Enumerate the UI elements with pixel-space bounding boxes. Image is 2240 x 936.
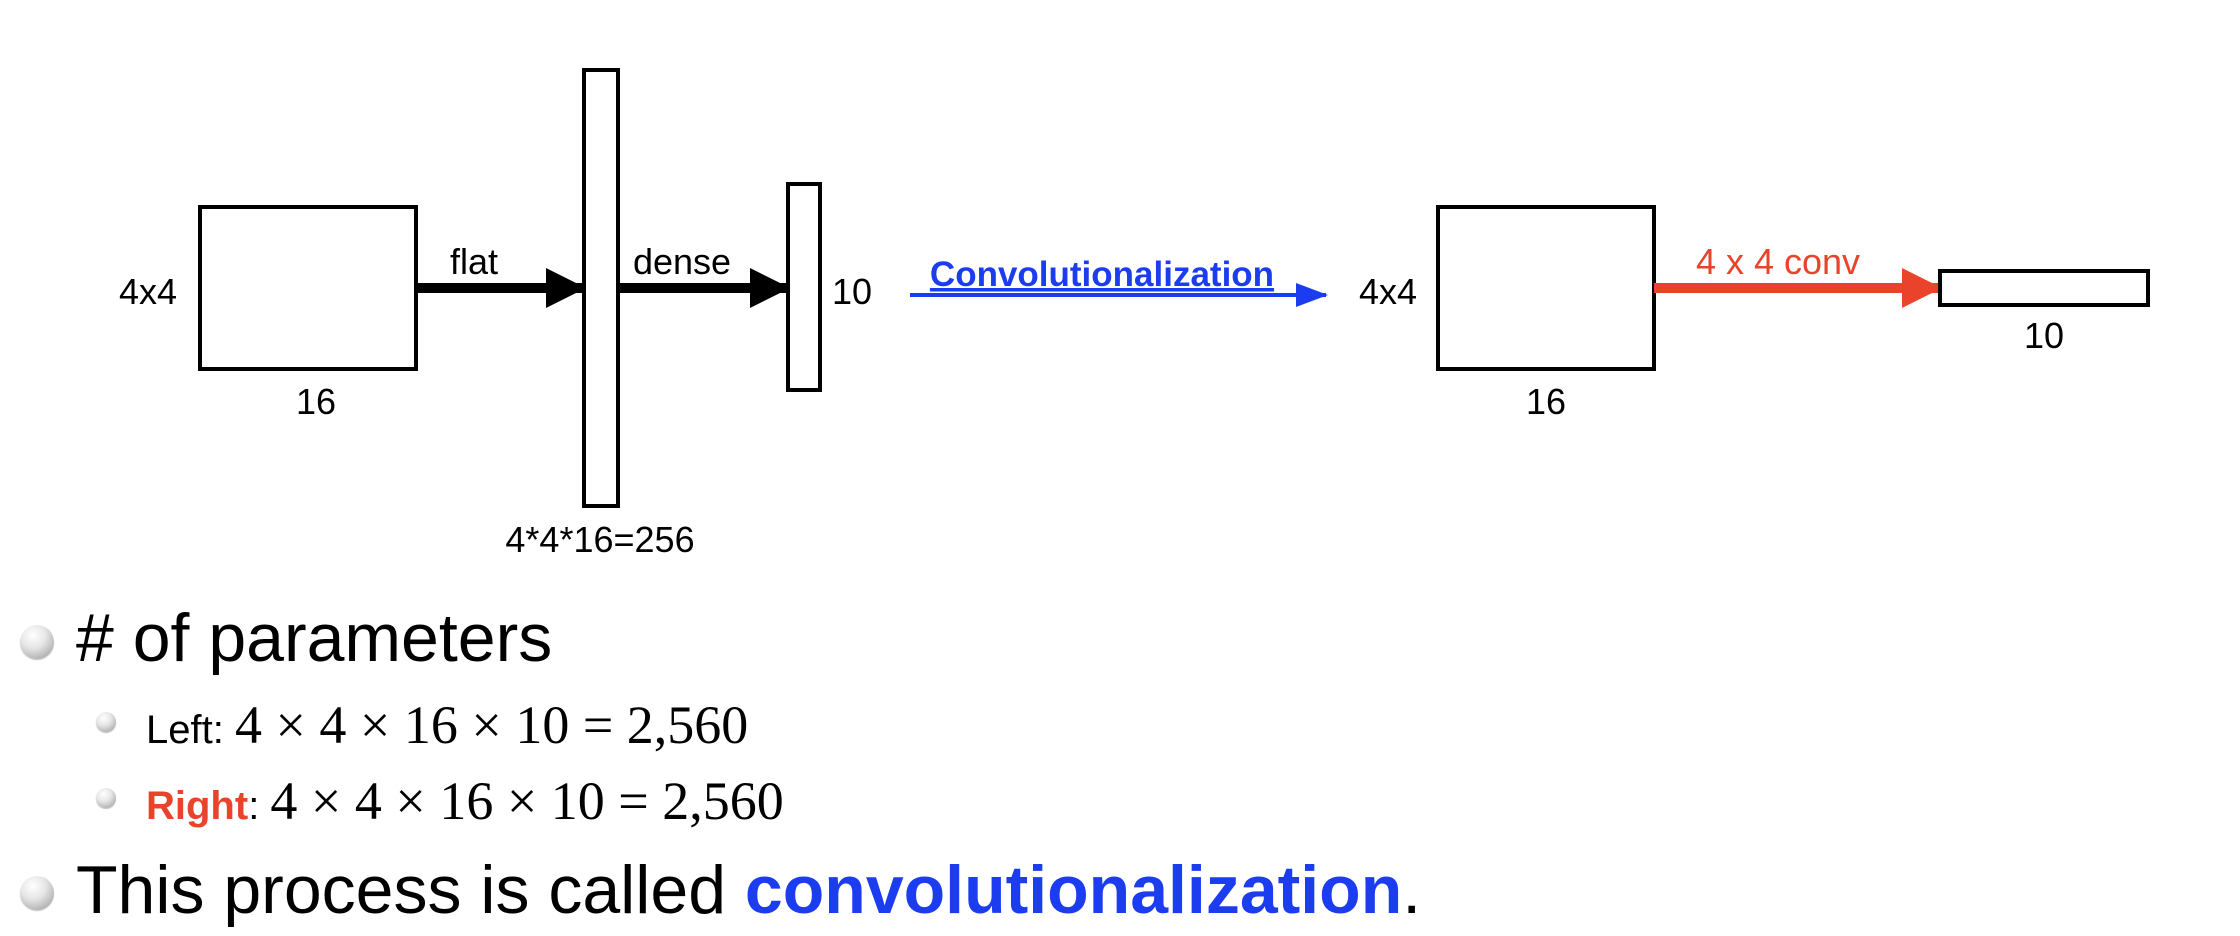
right-input-feature-map [1436,205,1656,371]
summary-prefix: This process is called [76,852,745,928]
flat-label: flat [450,241,498,282]
transform-label: Convolutionalization [930,255,1274,294]
conv-label: 4 x 4 conv [1696,241,1860,282]
right-input-side-label: 4x4 [1359,271,1417,312]
left-input-feature-map [198,205,418,371]
left-param-count: Left: 4 × 4 × 16 × 10 = 2,560 [146,698,748,752]
params-heading: # of parameters [76,604,552,672]
dense-label: dense [633,241,731,282]
summary-line: This process is called convolutionalizat… [76,856,1421,924]
right-output-label: 10 [2024,315,2064,356]
left-formula: 4 × 4 × 16 × 10 = 2,560 [234,695,749,755]
bullet-icon [96,788,116,808]
right-output-vector [1938,269,2150,307]
left-label: Left [146,708,213,752]
summary-suffix: . [1402,852,1422,928]
params-heading-text: # of parameters [76,600,553,676]
right-label: Right [146,784,249,828]
separator: : [212,708,235,752]
summary-term: convolutionalization [744,852,1403,928]
right-formula: 4 × 4 × 16 × 10 = 2,560 [270,771,784,831]
right-input-bottom-label: 16 [1526,381,1566,422]
bullet-icon [96,712,116,732]
left-input-side-label: 4x4 [119,271,177,312]
separator: : [248,784,271,828]
bullet-icon [20,625,54,659]
right-param-count: Right: 4 × 4 × 16 × 10 = 2,560 [146,774,784,828]
left-output-label: 10 [832,271,872,312]
left-input-bottom-label: 16 [296,381,336,422]
left-output-vector [786,182,822,392]
flat-vector-label: 4*4*16=256 [505,519,694,560]
convolutionalization-diagram: 4x4 16 flat 4*4*16=256 dense 10 Convolut… [119,68,2150,560]
bullet-icon [20,876,54,910]
flat-vector [582,68,620,508]
